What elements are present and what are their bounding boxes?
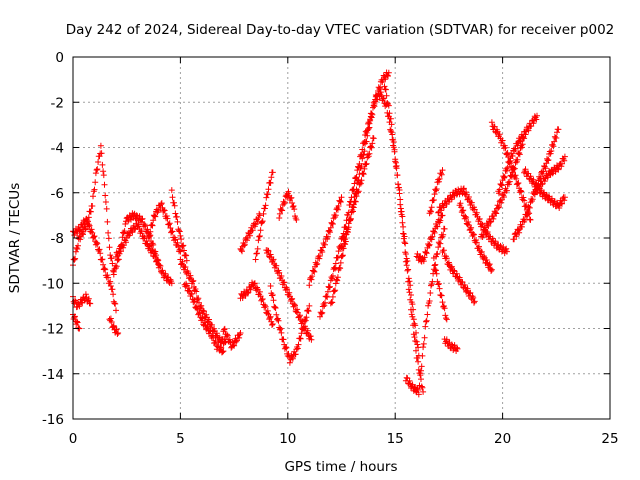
plus-markers — [495, 112, 540, 197]
plus-markers — [426, 167, 446, 217]
series-track-36 — [510, 126, 562, 243]
series-track-29 — [441, 336, 461, 354]
plus-markers — [168, 187, 190, 264]
plus-markers — [510, 126, 562, 243]
x-tick-label: 20 — [494, 431, 511, 447]
series-track-12 — [220, 325, 244, 351]
plus-markers — [413, 212, 446, 265]
series-track-17 — [263, 247, 315, 343]
plus-markers — [370, 89, 422, 359]
plus-markers — [237, 210, 263, 255]
series-track-19 — [306, 194, 345, 289]
series-track-27 — [426, 167, 446, 217]
y-tick-label: 0 — [55, 50, 64, 66]
data-markers — [70, 69, 568, 398]
series-track-11 — [181, 280, 227, 356]
series-track-14 — [252, 169, 276, 263]
chart-title: Day 242 of 2024, Sidereal Day-to-day VTE… — [66, 22, 615, 38]
plus-markers — [441, 336, 461, 354]
plus-markers — [113, 220, 175, 287]
plus-markers — [70, 215, 119, 314]
series-track-28 — [430, 255, 450, 323]
y-tick-label: -4 — [51, 141, 64, 157]
series-track-15 — [237, 210, 263, 255]
series-track-07 — [113, 220, 175, 287]
series-track-13 — [237, 279, 276, 328]
x-axis-label: GPS time / hours — [284, 459, 397, 475]
plus-markers — [237, 279, 276, 328]
plus-markers — [430, 255, 450, 323]
plus-markers — [252, 169, 276, 263]
y-tick-label: -2 — [51, 95, 64, 111]
plus-markers — [70, 142, 117, 275]
x-tick-label: 15 — [387, 431, 404, 447]
plus-markers — [456, 200, 495, 274]
plus-markers — [177, 256, 229, 347]
series-track-01 — [70, 142, 117, 275]
series-track-35 — [495, 112, 540, 197]
series-track-10 — [177, 256, 229, 347]
plus-markers — [327, 69, 392, 307]
y-tick-label: -6 — [51, 186, 64, 202]
series-track-05 — [106, 315, 122, 337]
series-track-09 — [168, 187, 190, 264]
plus-markers — [181, 280, 227, 356]
y-tick-label: -16 — [42, 412, 64, 428]
plus-markers — [439, 247, 478, 306]
axis-ticks — [72, 56, 611, 420]
plus-markers — [263, 247, 315, 343]
x-tick-label: 10 — [279, 431, 296, 447]
x-tick-labels: 0 5 10 15 20 25 — [69, 431, 619, 447]
plus-markers — [531, 153, 568, 198]
series-track-02 — [70, 215, 119, 314]
y-tick-label: -12 — [42, 322, 64, 338]
plus-markers — [267, 283, 313, 366]
x-tick-label: 25 — [601, 431, 618, 447]
y-tick-labels: 0 -2 -4 -6 -8 -10 -12 -14 -16 — [42, 50, 64, 428]
plus-markers — [306, 194, 345, 289]
series-track-33 — [478, 135, 528, 240]
plus-markers — [145, 200, 184, 255]
series-track-21 — [327, 69, 392, 307]
y-tick-label: -10 — [42, 276, 64, 292]
plus-markers — [338, 135, 377, 252]
plus-markers — [402, 225, 448, 398]
series-track-22 — [338, 135, 377, 252]
x-tick-label: 0 — [69, 431, 78, 447]
plus-markers — [478, 135, 528, 240]
series-track-26 — [413, 212, 446, 265]
series-track-25 — [402, 225, 448, 398]
plus-markers — [276, 188, 300, 223]
plus-markers — [106, 315, 122, 337]
x-tick-label: 5 — [176, 431, 185, 447]
y-tick-label: -14 — [42, 367, 64, 383]
plus-markers — [381, 83, 427, 395]
series-track-31 — [439, 247, 478, 306]
series-track-23 — [370, 89, 422, 359]
series-track-08 — [145, 200, 184, 255]
y-axis-label: SDTVAR / TECUs — [7, 183, 23, 293]
plus-markers — [220, 325, 244, 351]
series-track-18 — [276, 188, 300, 223]
y-tick-label: -8 — [51, 231, 64, 247]
series-track-24 — [381, 83, 427, 395]
series-track-38 — [531, 153, 568, 198]
series-track-32 — [456, 200, 495, 274]
series-track-16 — [267, 283, 313, 366]
